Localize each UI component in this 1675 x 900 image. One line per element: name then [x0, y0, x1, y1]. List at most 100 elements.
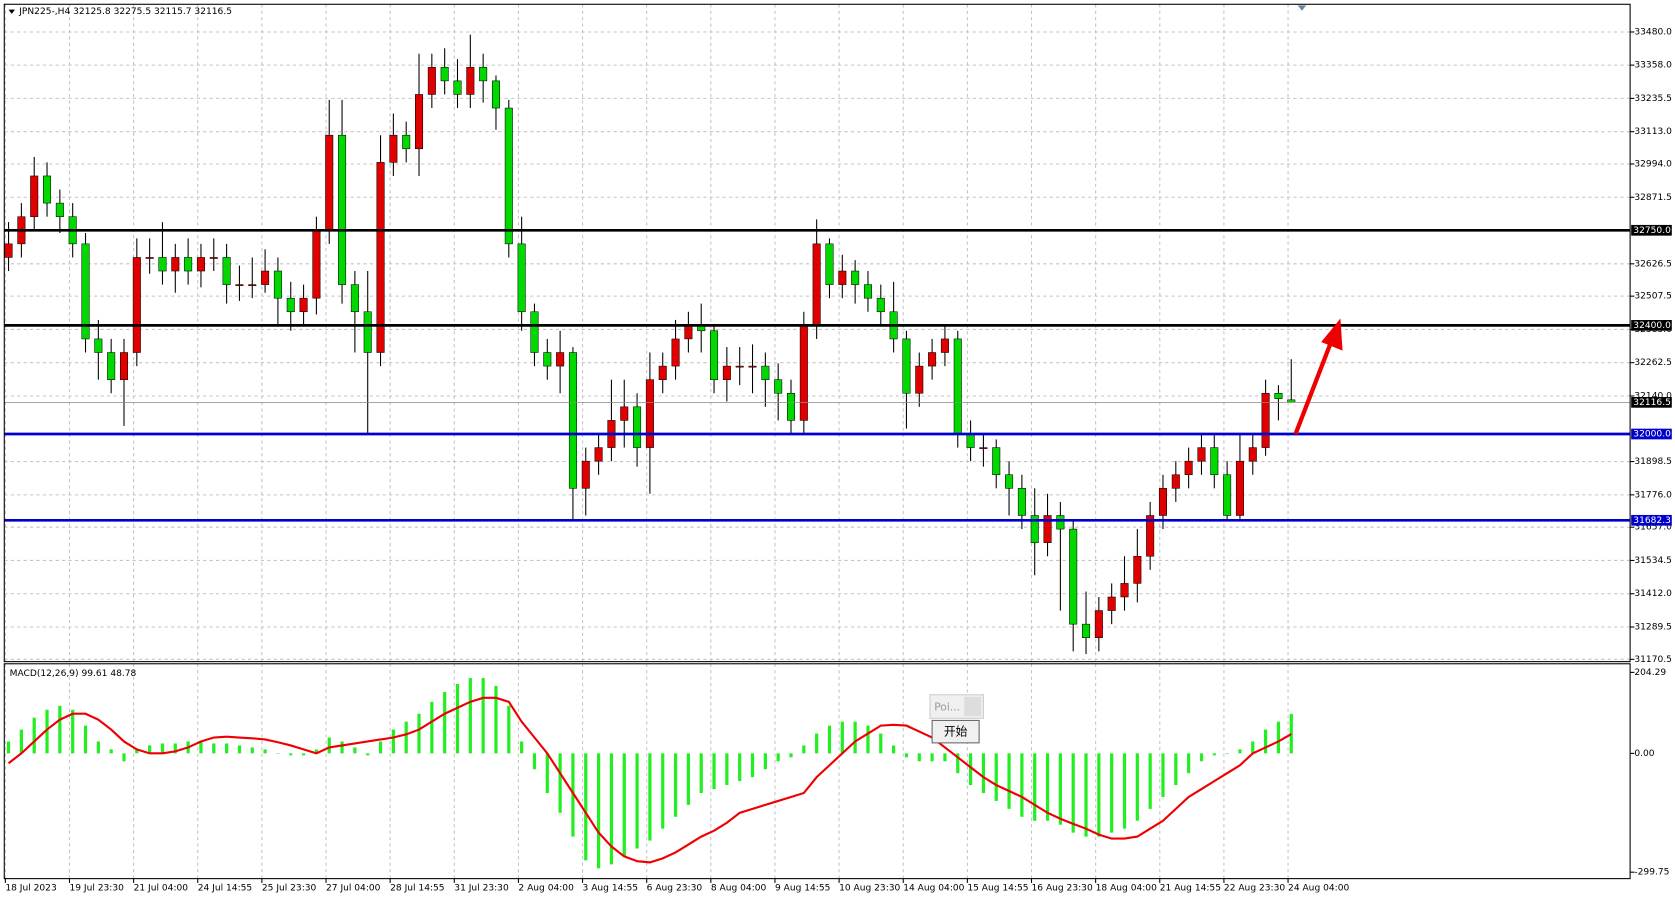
candle-body: [107, 352, 116, 380]
macd-bar: [340, 741, 344, 754]
macd-bar: [866, 725, 870, 754]
candle-body: [415, 94, 424, 150]
candle-body: [1274, 392, 1283, 399]
y-tick-label: 32140.0: [1634, 391, 1672, 401]
macd-bar: [173, 743, 177, 754]
macd-bar: [199, 741, 203, 754]
y-tick-label: 33358.0: [1634, 61, 1672, 71]
macd-bar: [892, 745, 896, 754]
candle-body: [799, 325, 808, 421]
macd-bar: [571, 753, 575, 837]
menu-triangle[interactable]: [8, 9, 15, 14]
candle-body: [1184, 460, 1193, 476]
candle-body: [466, 67, 475, 95]
candle-body: [158, 257, 167, 272]
macd-bar: [237, 745, 242, 754]
macd-bar: [994, 753, 998, 801]
y-tick-label: 31289.5: [1634, 623, 1672, 633]
level-label: 31682.3: [1633, 516, 1671, 526]
x-tick-label: 6 Aug 23:30: [647, 884, 703, 894]
macd-bar: [1007, 753, 1011, 809]
candle-body: [1120, 583, 1129, 598]
macd-bar: [943, 753, 947, 762]
candle-body: [786, 392, 796, 421]
macd-bar: [789, 753, 793, 758]
candle-body: [633, 406, 642, 448]
candle-body: [479, 67, 488, 82]
macd-bar: [1071, 753, 1075, 833]
candle-body: [389, 134, 398, 163]
candle-body: [350, 284, 359, 313]
candle-body: [722, 365, 731, 380]
macd-bar: [391, 729, 395, 754]
macd-bar: [455, 683, 460, 754]
macd-bar: [1238, 749, 1242, 754]
macd-bar: [1033, 753, 1037, 821]
candle-body: [312, 230, 321, 299]
macd-bar: [712, 753, 716, 790]
macd-bar: [1148, 753, 1152, 809]
macd-bar: [19, 729, 23, 754]
y-tick-label: 31412.0: [1634, 589, 1672, 599]
macd-bar: [1020, 753, 1024, 817]
level-tag: [1631, 514, 1672, 526]
candle-body: [491, 80, 500, 109]
macd-bar: [917, 753, 921, 762]
candle-body: [748, 365, 757, 368]
macd-bar: [815, 733, 819, 754]
candle-body: [1133, 555, 1142, 584]
macd-bar: [609, 753, 614, 865]
candle-body: [171, 257, 180, 272]
macd-bar: [1174, 753, 1178, 786]
macd-bar: [6, 741, 11, 754]
x-tick-label: 27 Jul 04:00: [326, 884, 381, 894]
candle-body: [902, 338, 911, 394]
candle-body: [1223, 474, 1232, 516]
candle-body: [363, 311, 372, 353]
macd-bar: [673, 753, 678, 817]
candle-body: [825, 243, 834, 285]
candle-body: [863, 284, 872, 299]
candle-body: [1158, 488, 1167, 516]
macd-bar: [430, 701, 434, 754]
macd-bar: [366, 753, 370, 756]
y-tick-label: 31776.0: [1634, 490, 1672, 500]
macd-bar: [276, 753, 280, 754]
macd-bar: [763, 753, 767, 770]
candle-body: [338, 134, 347, 285]
macd-bar: [507, 705, 511, 754]
macd-bar: [225, 743, 229, 754]
candle-body: [594, 447, 603, 462]
macd-bar: [1276, 721, 1281, 754]
candle-body: [504, 107, 513, 245]
y-tick-label: 33235.5: [1634, 94, 1672, 104]
macd-bar: [930, 753, 934, 762]
candle-body: [876, 297, 885, 313]
candle-body: [581, 460, 590, 489]
start-button[interactable]: [931, 719, 980, 744]
x-tick-label: 3 Aug 14:55: [583, 884, 638, 894]
candle-body: [1056, 515, 1065, 530]
macd-bar: [686, 753, 690, 805]
y-tick-label: 32994.0: [1634, 159, 1672, 169]
candle-body: [1287, 399, 1296, 403]
candle-body: [1248, 447, 1257, 462]
annotation-arrow: [1293, 339, 1334, 435]
x-tick-label: 18 Aug 04:00: [1096, 884, 1157, 894]
macd-bar: [596, 753, 601, 869]
macd-bar: [738, 753, 742, 782]
macd-bar: [83, 725, 88, 754]
macd-bar: [1122, 753, 1127, 829]
macd-frame: [3, 663, 1631, 880]
y-tick-label: 33113.0: [1634, 127, 1672, 137]
candle-body: [1235, 460, 1244, 516]
candle-body: [940, 338, 949, 353]
y-tick-label: 31170.5: [1634, 655, 1672, 665]
macd-bar: [648, 753, 652, 841]
macd-bar: [58, 705, 62, 754]
candle-body: [427, 67, 436, 95]
macd-bar: [1212, 753, 1216, 756]
macd-bar: [1058, 753, 1062, 825]
